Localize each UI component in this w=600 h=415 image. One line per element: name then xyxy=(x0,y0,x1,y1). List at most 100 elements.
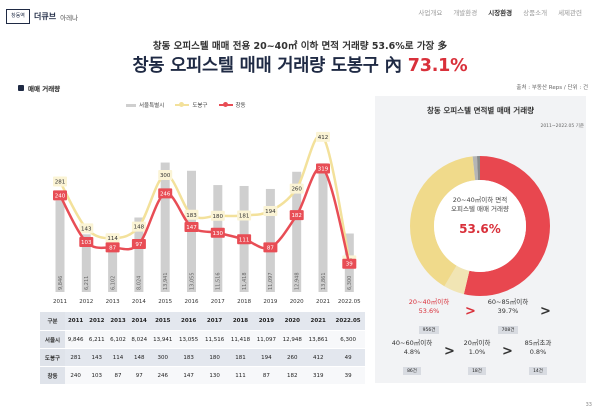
dobong-data-label: 260 xyxy=(291,187,302,193)
panel-title: 창동 오피스텔 면적별 매매 거래량 xyxy=(426,106,535,115)
table-cell: 103 xyxy=(86,366,108,385)
nav-item-market[interactable]: 시장환경 xyxy=(488,9,513,17)
logo: 창동역 더큐브 아레나 xyxy=(6,9,78,24)
table-header-cell: 2011 xyxy=(65,312,87,331)
dobong-point xyxy=(237,210,252,221)
chart-legend: 서울특별시 도봉구 창동 xyxy=(126,101,246,109)
dobong-point xyxy=(316,131,330,142)
title-prefix: 창동 오피스텔 매매 거래량 도봉구 內 xyxy=(132,56,403,76)
seoul-bar-label: 13,055 xyxy=(189,273,195,291)
seoul-bar-label: 9,846 xyxy=(58,276,64,290)
donut-slice xyxy=(410,156,550,296)
dobong-point xyxy=(263,206,278,217)
nav-item-product[interactable]: 상품소개 xyxy=(523,9,548,17)
table-row: 도봉구 281 143 114 148 300 183 180 181 194 … xyxy=(40,348,365,367)
changdong-data-label: 147 xyxy=(186,225,197,231)
table-cell: 11,097 xyxy=(253,330,280,349)
table-cell: 181 xyxy=(227,348,254,367)
x-tick-label: 2012 xyxy=(79,299,93,305)
seoul-bar-label: 6,300 xyxy=(347,276,353,290)
seoul-bar xyxy=(55,200,65,292)
seoul-bar-label: 11,097 xyxy=(268,273,274,291)
table-cell: 130 xyxy=(201,366,228,385)
table-cell: 6,211 xyxy=(86,330,108,349)
arrow-icon: > xyxy=(540,304,551,319)
card-count: 86건 xyxy=(403,367,421,375)
unit-source: 출처 : 부동산 Reps / 단위 : 건 xyxy=(516,85,588,91)
nav-item-development[interactable]: 개발환경 xyxy=(453,9,478,17)
nav-item-tax[interactable]: 세제관련 xyxy=(558,9,582,17)
seoul-bar xyxy=(108,235,118,292)
table-header-cell: 2020 xyxy=(279,312,306,331)
table-cell: 183 xyxy=(175,348,202,367)
table-cell: 13,861 xyxy=(305,330,332,349)
x-tick-label: 2017 xyxy=(211,299,225,305)
donut-hole xyxy=(434,180,526,272)
dobong-point xyxy=(53,176,67,187)
seoul-bar-label: 8,024 xyxy=(137,276,143,290)
table-cell: 13,055 xyxy=(175,330,202,349)
table-cell: 148 xyxy=(128,348,150,367)
area-card-over-85: 85㎡초과 0.8% 14건 xyxy=(514,339,562,376)
changdong-data-label: 87 xyxy=(109,245,116,251)
x-tick-label: 2022.05 xyxy=(338,299,361,305)
x-tick-label: 2018 xyxy=(237,299,251,305)
dobong-data-label: 183 xyxy=(186,213,197,219)
changdong-data-label: 246 xyxy=(160,191,171,197)
changdong-data-label: 111 xyxy=(239,237,250,243)
dobong-data-label: 143 xyxy=(81,226,92,232)
table-cell: 87 xyxy=(107,366,129,385)
arrow-icon: > xyxy=(444,344,455,359)
changdong-data-label: 39 xyxy=(346,262,353,268)
table-cell: 143 xyxy=(86,348,108,367)
card-label: 40~60㎡이하 xyxy=(391,339,433,347)
changdong-point xyxy=(289,210,304,221)
table-cell: 11,418 xyxy=(227,330,254,349)
seoul-bar-label: 12,948 xyxy=(295,273,301,291)
logo-sub: 아레나 xyxy=(60,13,79,22)
table-cell: 300 xyxy=(149,348,176,367)
donut-center: 20~40㎡이하 면적 오피스텔 매매 거래량 53.6% xyxy=(404,196,556,236)
table-cell: 13,941 xyxy=(149,330,176,349)
seoul-bar xyxy=(160,162,170,292)
page-number: 33 xyxy=(585,402,592,408)
table-header-cell: 2016 xyxy=(175,312,202,331)
changdong-point xyxy=(131,239,146,250)
dobong-point xyxy=(184,209,199,220)
arrow-icon: > xyxy=(502,344,513,359)
section-bullet-icon xyxy=(18,85,24,91)
card-pct: 4.8% xyxy=(403,348,421,356)
changdong-point xyxy=(53,190,67,201)
seoul-bar xyxy=(81,234,91,292)
card-pct: 39.7% xyxy=(497,307,519,315)
table-header-cell: 2015 xyxy=(149,312,176,331)
table-cell: 11,516 xyxy=(201,330,228,349)
seoul-bar xyxy=(134,217,144,292)
top-nav: 사업개요 개발환경 시장환경 상품소개 세제관련 xyxy=(418,7,582,17)
changdong-data-label: 87 xyxy=(267,245,274,251)
dobong-data-label: 300 xyxy=(160,173,171,179)
table-cell: 49 xyxy=(331,348,365,367)
arrow-icon: > xyxy=(465,304,476,319)
dobong-point xyxy=(158,170,173,180)
table-cell: 194 xyxy=(253,348,280,367)
card-count: 14건 xyxy=(529,367,547,375)
seoul-bar-label: 11,516 xyxy=(216,273,222,291)
table-cell: 182 xyxy=(279,366,306,385)
seoul-bar xyxy=(213,185,223,292)
dobong-data-label: 281 xyxy=(55,179,66,185)
seoul-bar-label: 6,102 xyxy=(110,276,116,290)
card-count: 708건 xyxy=(497,326,519,334)
table-row: 창동 240 103 87 97 246 147 130 111 87 182 … xyxy=(40,366,365,385)
table-header-cell: 2012 xyxy=(86,312,108,331)
card-label: 20㎡이하 xyxy=(463,339,491,347)
card-pct: 0.8% xyxy=(529,348,547,356)
changdong-point xyxy=(105,242,120,253)
legend-seoul: 서울특별시 xyxy=(126,101,164,109)
nav-item-overview[interactable]: 사업개요 xyxy=(418,9,443,17)
seoul-bar xyxy=(292,171,302,292)
logo-mark: 창동역 xyxy=(6,9,30,24)
card-count: 956건 xyxy=(418,326,440,334)
x-tick-label: 2015 xyxy=(158,299,172,305)
